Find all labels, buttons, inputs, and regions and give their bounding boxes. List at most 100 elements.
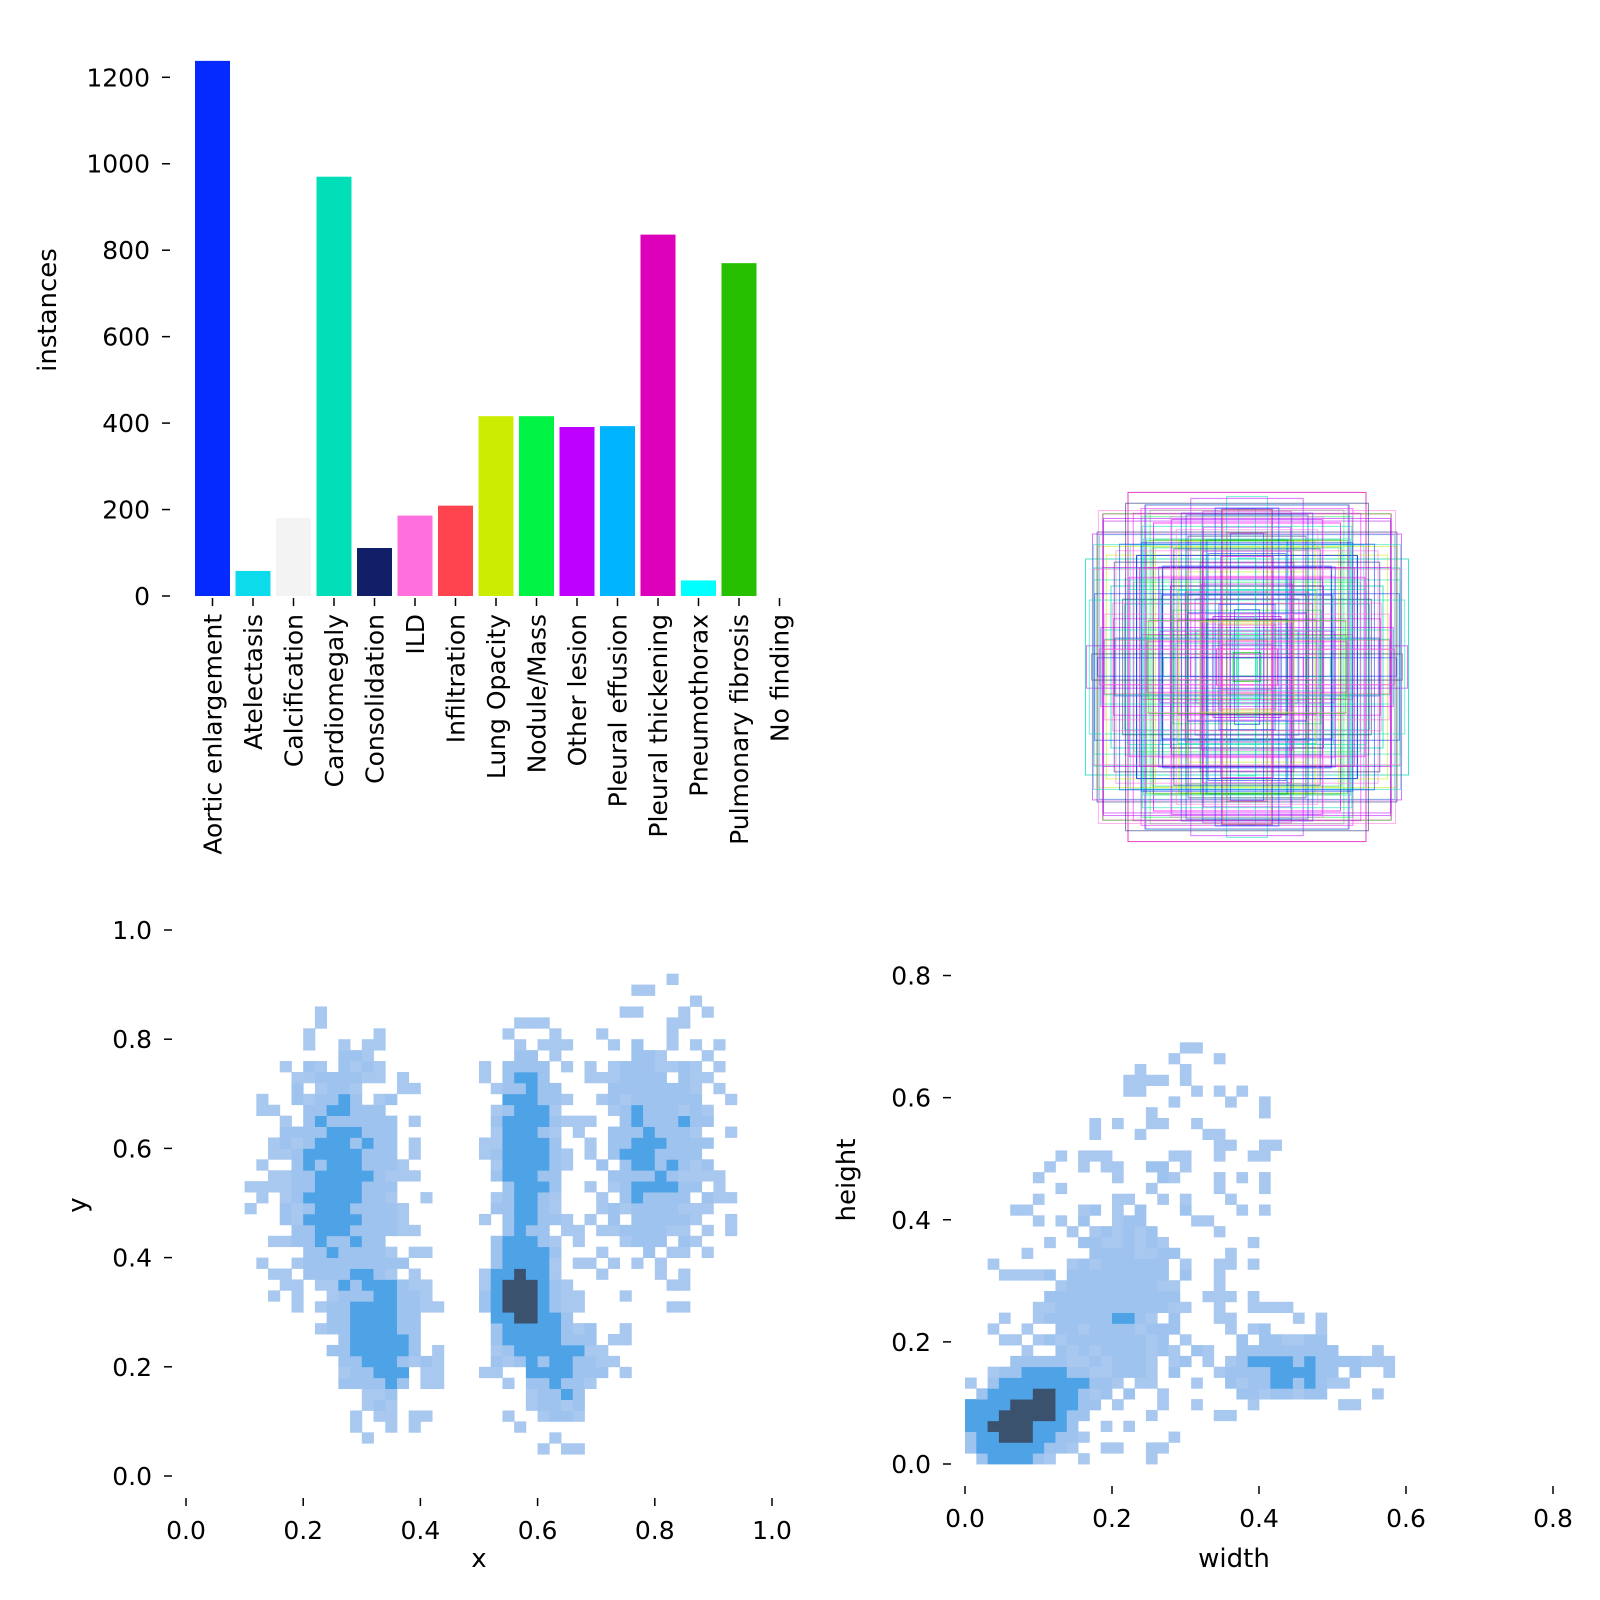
xy-cell-30-31 xyxy=(537,1126,550,1138)
xy-cell-29-27 xyxy=(525,1170,538,1182)
bar-x-tick-label-0: Aortic enlargement xyxy=(199,614,228,855)
wh-cell-21-22 xyxy=(1202,1215,1215,1227)
xy-cell-7-33 xyxy=(268,1104,281,1117)
xy-cell-38-44 xyxy=(631,984,644,996)
box-extra-87 xyxy=(1115,550,1379,784)
xy-cell-39-27 xyxy=(643,1170,656,1182)
wh-cell-22-29 xyxy=(1213,1139,1226,1151)
box-extra-23 xyxy=(1159,575,1335,759)
xy-cell-29-10 xyxy=(525,1355,538,1368)
box-extra-105 xyxy=(1097,657,1397,677)
xy-cell-37-27 xyxy=(619,1170,632,1182)
xy-cell-41-15 xyxy=(666,1301,679,1313)
xy-cell-29-31 xyxy=(525,1126,538,1138)
xy-cell-13-28 xyxy=(338,1159,351,1171)
wh-cell-19-24 xyxy=(1179,1193,1192,1205)
wh-cell-28-8 xyxy=(1281,1366,1294,1378)
xy-cell-43-35 xyxy=(689,1082,703,1095)
wh-cell-27-6 xyxy=(1270,1388,1283,1400)
xy-cell-13-31 xyxy=(338,1126,351,1138)
xy-cell-16-9 xyxy=(373,1366,386,1379)
xy-cell-17-24 xyxy=(385,1203,398,1215)
wh-y-tick-label-0: 0.0 xyxy=(891,1450,931,1479)
xy-cell-29-13 xyxy=(525,1323,538,1335)
xy-cell-17-11 xyxy=(385,1344,398,1357)
xy-cell-15-10 xyxy=(361,1355,374,1368)
wh-cell-11-5 xyxy=(1089,1399,1102,1411)
xy-cell-18-17 xyxy=(396,1279,410,1291)
xy-cell-9-31 xyxy=(291,1126,304,1138)
xy-cell-10-31 xyxy=(303,1126,316,1138)
bar-y-tick-label-6: 1200 xyxy=(86,63,150,92)
xy-cell-19-35 xyxy=(408,1082,421,1095)
wh-cell-22-13 xyxy=(1213,1312,1226,1324)
xy-cell-41-40 xyxy=(666,1028,679,1040)
xy-y-tick-label-5: 1.0 xyxy=(112,916,152,945)
xy-cell-14-16 xyxy=(350,1290,363,1302)
xy-cell-35-22 xyxy=(596,1224,609,1237)
xy-cell-31-15 xyxy=(549,1301,562,1313)
xy-cell-19-18 xyxy=(408,1268,421,1280)
xy-cell-34-10 xyxy=(584,1355,597,1368)
xy-cell-15-30 xyxy=(361,1137,374,1149)
xy-cell-8-23 xyxy=(279,1213,292,1226)
xy-cell-27-35 xyxy=(502,1082,515,1095)
xy-cell-16-26 xyxy=(373,1181,386,1193)
xy-cell-28-13 xyxy=(514,1323,527,1335)
xy-cell-31-19 xyxy=(549,1257,562,1269)
xy-cell-15-31 xyxy=(361,1126,374,1138)
xy-cell-30-16 xyxy=(537,1290,550,1302)
xy-cell-16-40 xyxy=(373,1028,386,1040)
wh-cell-1-2 xyxy=(976,1431,989,1443)
wh-cell-13-27 xyxy=(1112,1161,1124,1173)
xy-cell-40-25 xyxy=(654,1192,667,1204)
wh-cell-31-11 xyxy=(1315,1334,1328,1346)
xy-cell-21-15 xyxy=(432,1301,445,1313)
box-extra-94 xyxy=(1185,514,1309,820)
xy-cell-32-8 xyxy=(561,1377,574,1390)
wh-cell-12-9 xyxy=(1100,1355,1113,1368)
xy-cell-36-24 xyxy=(607,1203,621,1215)
xy-cell-5-26 xyxy=(244,1181,257,1193)
xy-cell-31-27 xyxy=(549,1170,562,1182)
xy-y-tick-label-1: 0.2 xyxy=(112,1353,152,1382)
wh-cell-14-17 xyxy=(1123,1269,1136,1281)
box-extra-77 xyxy=(1202,526,1292,808)
box-extra-47 xyxy=(1132,512,1362,822)
xy-cell-43-39 xyxy=(689,1039,703,1051)
wh-cell-14-34 xyxy=(1123,1085,1136,1097)
wh-cell-11-16 xyxy=(1089,1280,1102,1292)
wh-cell-16-31 xyxy=(1145,1118,1158,1130)
wh-cell-4-2 xyxy=(1010,1431,1022,1443)
wh-cell-8-25 xyxy=(1055,1182,1068,1195)
wh-cell-12-28 xyxy=(1100,1150,1113,1162)
xy-cell-40-22 xyxy=(654,1224,667,1237)
xy-cell-38-39 xyxy=(631,1039,644,1051)
box-extra-79 xyxy=(1219,623,1275,711)
wh-x-tick-label-0: 0.0 xyxy=(945,1504,985,1533)
wh-cell-15-21 xyxy=(1134,1226,1147,1238)
xy-cell-26-19 xyxy=(490,1257,503,1269)
box-extra-100 xyxy=(1104,613,1390,721)
wh-cell-13-26 xyxy=(1112,1172,1124,1184)
wh-cell-10-10 xyxy=(1078,1345,1090,1357)
xy-cell-30-25 xyxy=(537,1192,550,1204)
wh-cell-27-7 xyxy=(1270,1377,1283,1389)
wh-cell-24-6 xyxy=(1236,1388,1249,1400)
xy-cell-9-24 xyxy=(291,1203,304,1215)
xy-cell-17-4 xyxy=(385,1421,398,1433)
xy-cell-33-9 xyxy=(572,1366,585,1379)
xy-cell-30-28 xyxy=(537,1159,550,1171)
xy-cell-14-38 xyxy=(350,1050,363,1062)
xy-cell-12-16 xyxy=(326,1290,339,1302)
xy-cell-16-12 xyxy=(373,1334,386,1346)
xy-cell-39-44 xyxy=(643,984,656,996)
xy-cell-12-26 xyxy=(326,1181,339,1193)
xy-x-axis-label: x xyxy=(471,1544,486,1574)
wh-cell-5-5 xyxy=(1021,1399,1034,1411)
xy-cell-11-15 xyxy=(314,1301,328,1313)
wh-cell-17-5 xyxy=(1157,1399,1169,1411)
wh-cell-3-17 xyxy=(998,1269,1011,1281)
xy-cell-15-7 xyxy=(361,1388,374,1400)
wh-cell-2-5 xyxy=(987,1399,1000,1411)
